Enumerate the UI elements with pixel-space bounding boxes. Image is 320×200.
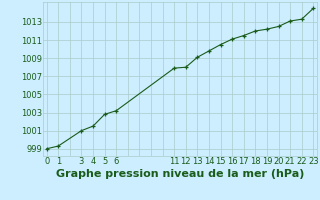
X-axis label: Graphe pression niveau de la mer (hPa): Graphe pression niveau de la mer (hPa) [56, 169, 304, 179]
